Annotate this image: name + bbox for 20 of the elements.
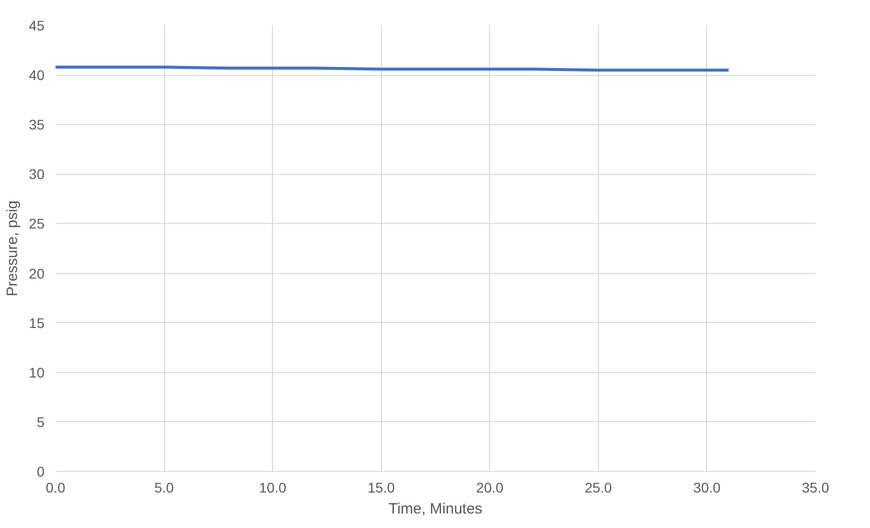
y-tick-label: 20 bbox=[28, 265, 45, 282]
x-tick-label: 15.0 bbox=[368, 480, 396, 496]
y-tick-label: 35 bbox=[28, 116, 45, 133]
x-tick-label: 5.0 bbox=[154, 480, 174, 496]
x-tick-label: 35.0 bbox=[802, 480, 830, 496]
y-tick-label: 45 bbox=[28, 18, 45, 34]
y-tick-label: 25 bbox=[28, 216, 45, 232]
y-axis-title: Pressure, psig bbox=[4, 200, 21, 296]
y-tick-label: 40 bbox=[28, 67, 45, 84]
y-tick-label: 10 bbox=[28, 364, 45, 380]
x-tick-label: 10.0 bbox=[259, 480, 286, 496]
y-tick-label: 30 bbox=[28, 166, 45, 182]
y-tick-label: 5 bbox=[36, 414, 45, 430]
x-tick-label: 30.0 bbox=[693, 480, 721, 496]
y-tick-label: 0 bbox=[36, 464, 45, 480]
x-axis-title: Time, Minutes bbox=[388, 500, 482, 518]
x-tick-label: 25.0 bbox=[584, 480, 612, 496]
x-tick-label: 0.0 bbox=[46, 480, 66, 496]
y-tick-label: 15 bbox=[28, 314, 45, 331]
x-tick-label: 20.0 bbox=[476, 480, 504, 496]
